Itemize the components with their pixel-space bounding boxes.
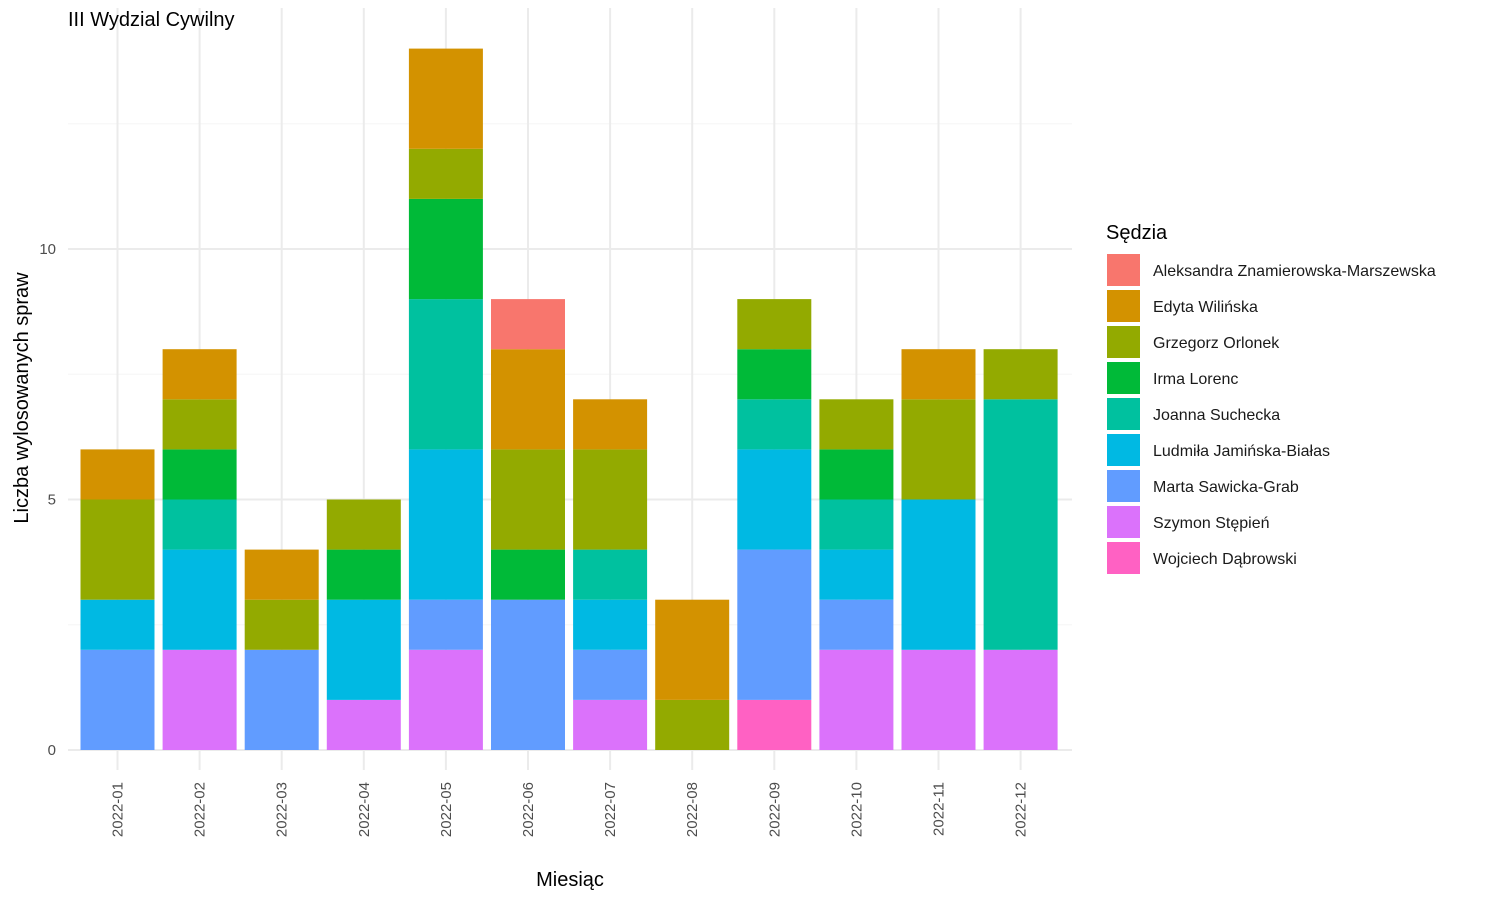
bar-segment	[491, 549, 565, 600]
x-tick-label: 2022-05	[438, 782, 455, 837]
bar-segment	[408, 148, 483, 199]
x-tick-label: 2022-11	[931, 782, 948, 836]
x-tick-label: 2022-10	[848, 782, 865, 837]
bar-segment	[573, 449, 648, 550]
legend-swatch	[1107, 290, 1140, 322]
legend-swatch	[1107, 326, 1140, 358]
y-axis-title: Liczba wylosowanych spraw	[11, 272, 33, 524]
bar-segment	[244, 599, 319, 650]
legend-label: Irma Lorenc	[1153, 371, 1238, 388]
bar-segment	[819, 549, 894, 600]
bar-segment	[737, 699, 812, 750]
bar-segment	[408, 299, 483, 450]
bar-segment	[737, 299, 812, 350]
bar-segment	[819, 649, 894, 750]
bar-segment	[162, 449, 237, 500]
bar-segment	[491, 299, 565, 350]
legend-label: Edyta Wilińska	[1153, 299, 1258, 316]
bar-segment	[162, 649, 237, 750]
legend-swatch	[1107, 434, 1140, 466]
x-tick-label: 2022-12	[1013, 782, 1030, 837]
bar-segment	[326, 699, 401, 750]
legend-swatch	[1107, 362, 1140, 394]
x-tick-label: 2022-04	[356, 782, 373, 837]
bars-layer	[80, 48, 1058, 750]
legend-label: Ludmiła Jamińska-Białas	[1153, 443, 1330, 460]
bar-segment	[573, 549, 648, 600]
bar-segment	[737, 349, 812, 400]
bar-segment	[573, 699, 648, 750]
bar-segment	[819, 399, 894, 450]
legend-label: Marta Sawicka-Grab	[1153, 479, 1299, 496]
bar-segment	[819, 599, 894, 650]
bar-segment	[80, 599, 155, 650]
legend-label: Aleksandra Znamierowska-Marszewska	[1153, 263, 1436, 280]
legend-swatch	[1107, 542, 1140, 574]
x-axis-title: Miesiąc	[536, 869, 604, 891]
legend-swatch	[1107, 470, 1140, 502]
x-tick-label: 2022-03	[274, 782, 291, 837]
bar-segment	[491, 449, 565, 550]
y-tick-label: 0	[48, 742, 56, 759]
x-tick-label: 2022-09	[766, 782, 783, 837]
legend-label: Grzegorz Orlonek	[1153, 335, 1280, 352]
x-axis-ticks: 2022-01 2022-02 2022-03 2022-04 2022-05 2022-…	[110, 782, 1030, 837]
bar-segment	[983, 349, 1058, 400]
bar-segment	[901, 399, 976, 500]
x-tick-label: 2022-02	[192, 782, 209, 837]
bar-segment	[655, 599, 730, 700]
bar-segment	[983, 649, 1058, 750]
bar-segment	[162, 499, 237, 550]
bar-segment	[408, 649, 483, 750]
bar-segment	[162, 349, 237, 400]
legend-swatch	[1107, 506, 1140, 538]
bar-segment	[244, 549, 319, 600]
x-tick-label: 2022-07	[602, 782, 619, 837]
legend: Aleksandra Znamierowska-Marszewska Edyta …	[1107, 254, 1436, 574]
bar-segment	[737, 549, 812, 700]
bar-segment	[655, 699, 730, 750]
bar-segment	[162, 399, 237, 450]
bar-segment	[326, 499, 401, 550]
bar-segment	[819, 499, 894, 550]
bar-segment	[80, 449, 155, 500]
bar-segment	[162, 549, 237, 650]
y-axis-ticks: 0 5 10	[39, 241, 56, 759]
bar-segment	[408, 198, 483, 300]
bar-segment	[408, 449, 483, 600]
legend-swatch	[1107, 398, 1140, 430]
x-tick-label: 2022-01	[110, 782, 127, 837]
bar-segment	[573, 599, 648, 650]
bar-segment	[80, 649, 155, 750]
y-tick-label: 10	[39, 241, 56, 258]
legend-label: Wojciech Dąbrowski	[1153, 551, 1297, 568]
bar-segment	[737, 449, 812, 550]
bar-segment	[573, 399, 648, 450]
bar-segment	[983, 399, 1058, 650]
chart-title: III Wydzial Cywilny	[68, 9, 235, 31]
bar-segment	[408, 599, 483, 650]
bar-segment	[408, 48, 483, 149]
y-tick-label: 5	[48, 492, 56, 509]
legend-title: Sędzia	[1106, 222, 1168, 244]
x-tick-label: 2022-06	[520, 782, 537, 837]
bar-segment	[901, 499, 976, 650]
bar-segment	[573, 649, 648, 700]
bar-segment	[901, 649, 976, 750]
legend-label: Szymon Stępień	[1153, 515, 1270, 532]
bar-segment	[737, 399, 812, 450]
bar-segment	[491, 349, 565, 450]
bar-segment	[326, 599, 401, 700]
bar-segment	[819, 449, 894, 500]
bar-segment	[244, 649, 319, 750]
legend-swatch	[1107, 254, 1140, 286]
bar-segment	[491, 599, 565, 750]
legend-label: Joanna Suchecka	[1153, 407, 1280, 424]
bar-segment	[901, 349, 976, 400]
bar-segment	[80, 499, 155, 600]
x-tick-label: 2022-08	[684, 782, 701, 837]
bar-segment	[326, 549, 401, 600]
